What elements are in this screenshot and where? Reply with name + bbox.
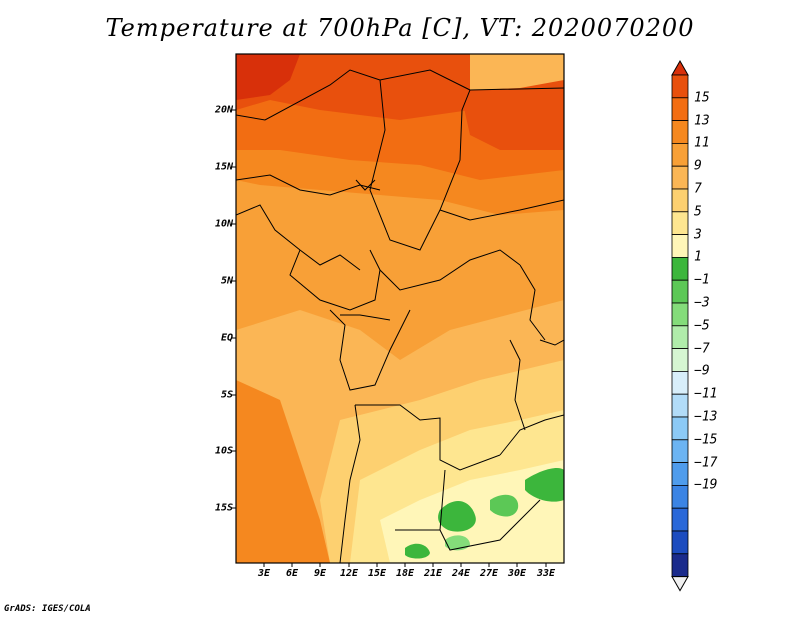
colorbar-swatch xyxy=(671,302,689,327)
colorbar-swatch xyxy=(671,393,689,418)
colorbar-swatch xyxy=(671,279,689,304)
lat-label: EQ xyxy=(220,332,233,344)
colorbar-label: −1 xyxy=(694,272,710,288)
axis-ticks xyxy=(231,109,547,567)
colorbar-max-triangle xyxy=(671,59,689,76)
lon-label: 18E xyxy=(395,568,415,579)
colorbar-label: −3 xyxy=(694,295,710,311)
lat-label: 15N xyxy=(214,161,233,173)
lat-label: 10S xyxy=(214,445,233,457)
lat-label: 10N xyxy=(214,218,233,230)
colorbar-swatch xyxy=(671,462,689,486)
colorbar-label: 15 xyxy=(694,90,710,106)
colorbar-swatch xyxy=(671,370,689,395)
map-frame xyxy=(235,53,565,564)
colorbar-swatch xyxy=(671,530,689,555)
map-title: Temperature at 700hPa [C], VT: 202007020… xyxy=(105,14,695,42)
colorbar-label: −5 xyxy=(694,318,710,334)
colorbar-label: −19 xyxy=(694,477,718,493)
colorbar-swatch xyxy=(671,256,689,281)
lon-label: 21E xyxy=(423,568,443,579)
colorbar-swatch xyxy=(671,211,689,236)
colorbar-label: 7 xyxy=(694,181,702,197)
lon-label: 12E xyxy=(339,568,359,579)
colorbar-min-triangle xyxy=(671,576,689,592)
colorbar-label: −9 xyxy=(694,363,710,379)
colorbar-label: −11 xyxy=(694,386,718,402)
colorbar-swatch xyxy=(671,348,689,372)
colorbar-swatch xyxy=(671,188,689,213)
colorbar-swatch xyxy=(671,165,689,190)
colorbar xyxy=(671,59,689,592)
colorbar-label: −13 xyxy=(694,409,718,425)
colorbar-swatch xyxy=(671,234,689,258)
colorbar-label: 3 xyxy=(694,227,702,243)
colorbar-label: −7 xyxy=(694,341,710,357)
colorbar-label: 13 xyxy=(694,113,710,129)
colorbar-swatch xyxy=(671,120,689,144)
lon-label: 9E xyxy=(313,568,327,579)
colorbar-swatch xyxy=(671,416,689,441)
lat-label: 5S xyxy=(220,389,233,401)
temperature-field xyxy=(236,54,564,563)
lon-label: 27E xyxy=(479,568,499,579)
colorbar-label: 11 xyxy=(694,135,710,151)
lat-label: 20N xyxy=(214,104,233,116)
colorbar-swatch xyxy=(671,507,689,532)
colorbar-swatch xyxy=(671,484,689,509)
lon-label: 15E xyxy=(367,568,387,579)
country-borders xyxy=(236,69,564,563)
colorbar-swatch xyxy=(671,439,689,463)
colorbar-label: −15 xyxy=(694,432,718,448)
lon-label: 33E xyxy=(536,568,556,579)
colorbar-swatch xyxy=(671,74,689,99)
lon-label: 24E xyxy=(451,568,471,579)
colorbar-label: −17 xyxy=(694,455,718,471)
lon-label: 6E xyxy=(285,568,299,579)
colorbar-swatch xyxy=(671,97,689,122)
lat-label: 5N xyxy=(220,275,233,287)
colorbar-label: 9 xyxy=(694,158,702,174)
credit-label: GrADS: IGES/COLA xyxy=(4,604,91,614)
colorbar-label: 1 xyxy=(694,249,702,265)
lon-label: 3E xyxy=(257,568,271,579)
lat-label: 15S xyxy=(214,502,233,514)
colorbar-label: 5 xyxy=(694,204,702,220)
colorbar-swatch xyxy=(671,142,689,167)
colorbar-swatch xyxy=(671,325,689,349)
colorbar-swatch xyxy=(671,553,689,577)
lon-label: 30E xyxy=(507,568,527,579)
